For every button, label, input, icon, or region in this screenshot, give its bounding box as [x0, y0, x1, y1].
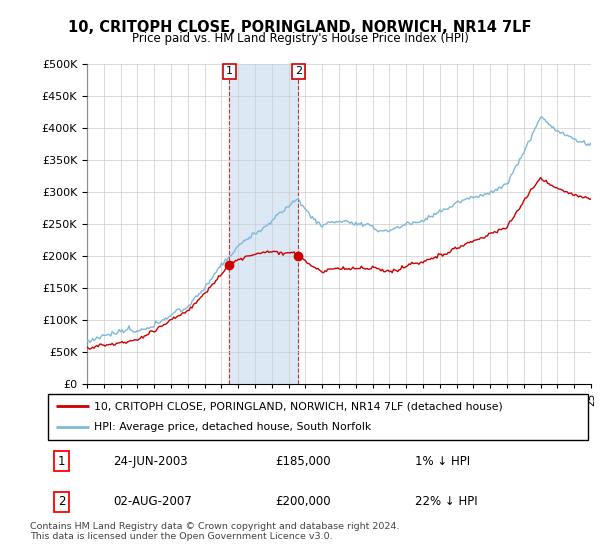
Text: 24-JUN-2003: 24-JUN-2003	[113, 455, 187, 468]
Text: 2: 2	[58, 496, 65, 508]
Text: HPI: Average price, detached house, South Norfolk: HPI: Average price, detached house, Sout…	[94, 422, 371, 432]
Text: 10, CRITOPH CLOSE, PORINGLAND, NORWICH, NR14 7LF: 10, CRITOPH CLOSE, PORINGLAND, NORWICH, …	[68, 20, 532, 35]
Text: Contains HM Land Registry data © Crown copyright and database right 2024.
This d: Contains HM Land Registry data © Crown c…	[30, 522, 400, 542]
Text: £200,000: £200,000	[275, 496, 331, 508]
Text: 02-AUG-2007: 02-AUG-2007	[113, 496, 191, 508]
FancyBboxPatch shape	[48, 394, 588, 440]
Text: £185,000: £185,000	[275, 455, 331, 468]
Text: 22% ↓ HPI: 22% ↓ HPI	[415, 496, 478, 508]
Text: 1% ↓ HPI: 1% ↓ HPI	[415, 455, 470, 468]
Text: 10, CRITOPH CLOSE, PORINGLAND, NORWICH, NR14 7LF (detached house): 10, CRITOPH CLOSE, PORINGLAND, NORWICH, …	[94, 401, 503, 411]
Text: Price paid vs. HM Land Registry's House Price Index (HPI): Price paid vs. HM Land Registry's House …	[131, 32, 469, 45]
Text: 1: 1	[226, 66, 233, 76]
Bar	[229, 64, 298, 384]
Text: 2: 2	[295, 66, 302, 76]
Text: 1: 1	[58, 455, 65, 468]
